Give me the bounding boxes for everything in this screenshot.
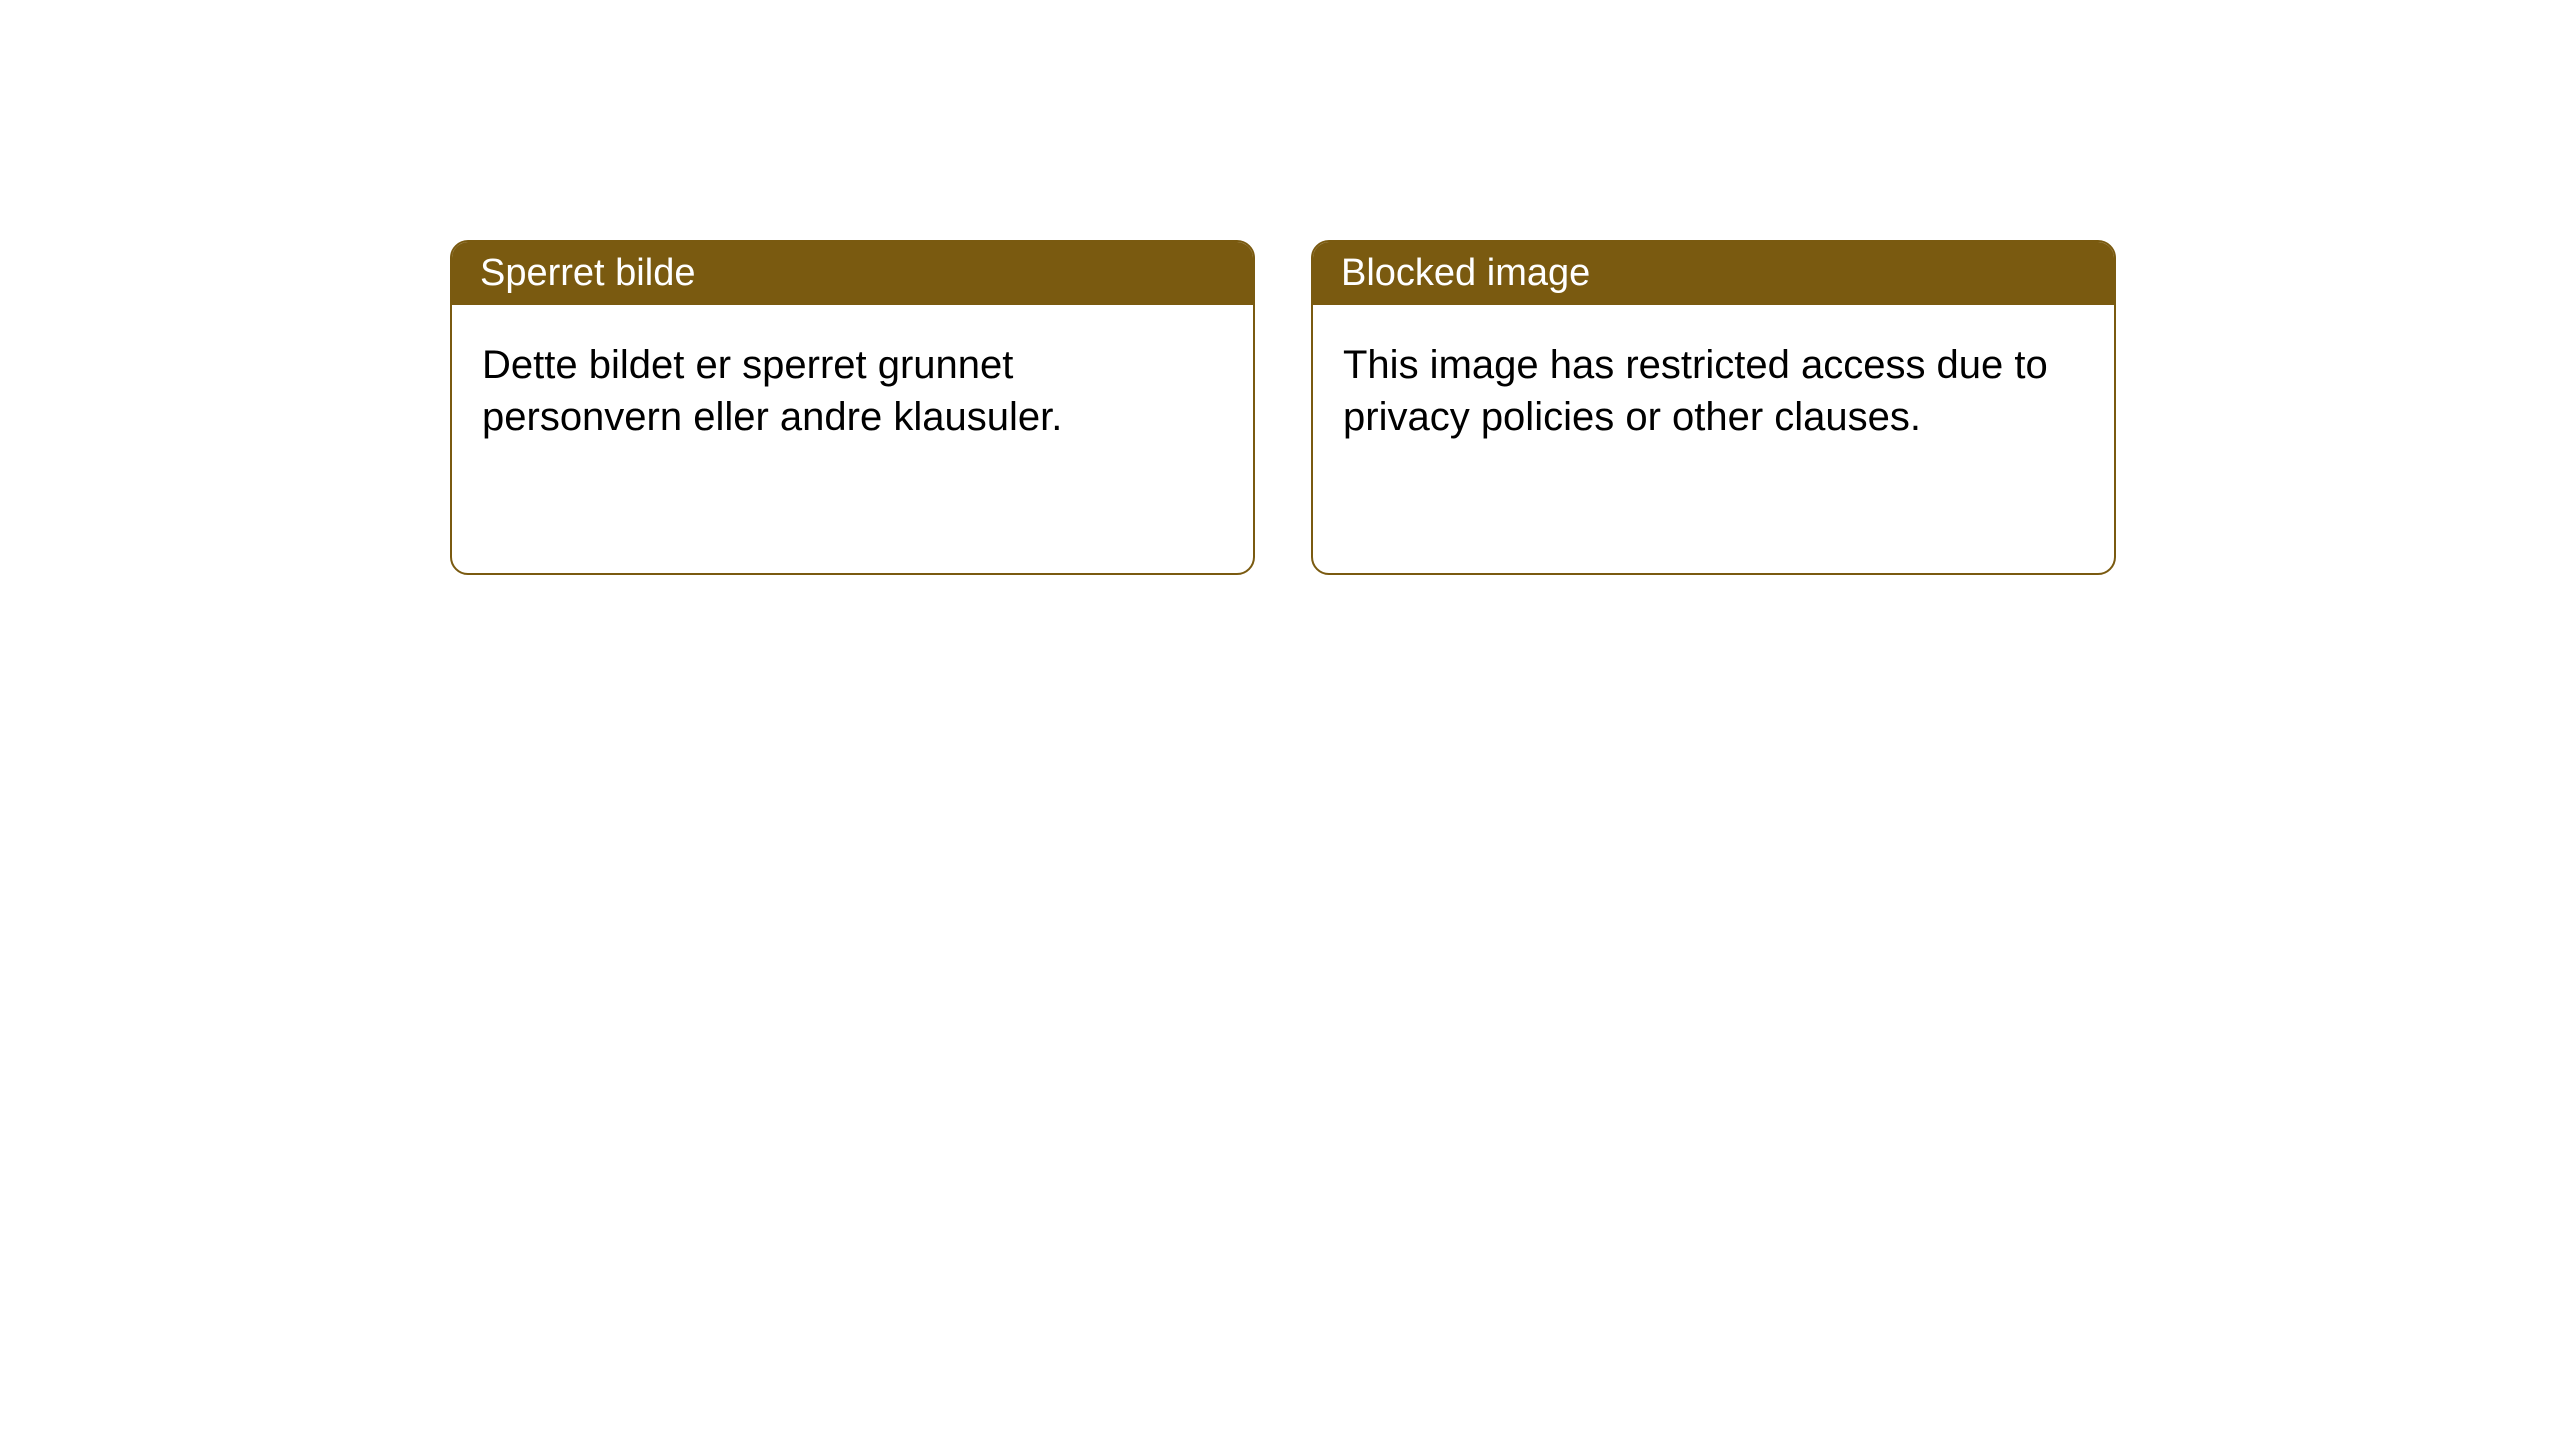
notice-card-title: Blocked image (1313, 242, 2114, 305)
notice-card-title: Sperret bilde (452, 242, 1253, 305)
notice-card-norwegian: Sperret bilde Dette bildet er sperret gr… (450, 240, 1255, 575)
notice-container: Sperret bilde Dette bildet er sperret gr… (0, 0, 2560, 575)
notice-card-body: This image has restricted access due to … (1313, 305, 2114, 477)
notice-card-body: Dette bildet er sperret grunnet personve… (452, 305, 1253, 477)
notice-card-english: Blocked image This image has restricted … (1311, 240, 2116, 575)
